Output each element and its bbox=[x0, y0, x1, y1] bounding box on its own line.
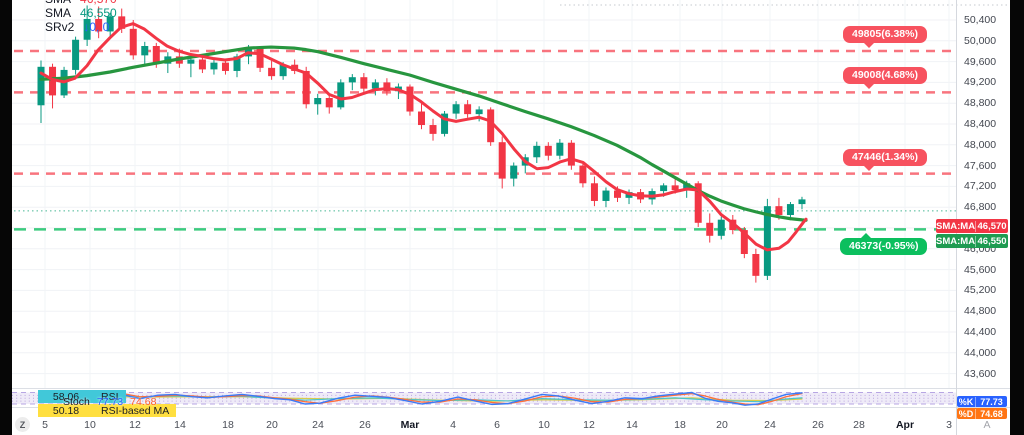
time-tick-label: 4 bbox=[450, 419, 456, 431]
level-label-bubble: 47446(1.34%) bbox=[843, 148, 927, 171]
time-tick-label: 28 bbox=[853, 419, 865, 431]
time-tick-label: 26 bbox=[812, 419, 824, 431]
price-tick-label: 47,600 bbox=[964, 159, 997, 172]
stoch-axis-badge: %D 74.68 bbox=[957, 408, 1007, 419]
price-tick-label: 50,400 bbox=[964, 14, 997, 26]
time-axis-divider bbox=[12, 407, 1010, 408]
price-tick-label: 44,400 bbox=[964, 326, 997, 338]
rsi-value-badge: 58.06 bbox=[38, 390, 94, 403]
level-label-bubble: 49008(4.68%) bbox=[843, 67, 927, 90]
rsi-name-badge: RSI bbox=[94, 390, 126, 403]
legend-indicator-name: SRv2 bbox=[45, 20, 75, 34]
legend-indicator-value: 46,570 bbox=[80, 0, 117, 6]
price-tick-label: 43,600 bbox=[964, 367, 997, 380]
legend-indicator-value: ↓0, 0 bbox=[83, 20, 110, 34]
time-tick-label: 20 bbox=[266, 419, 278, 431]
time-tick-label: 14 bbox=[174, 419, 186, 431]
time-tick-label: 20 bbox=[716, 419, 728, 431]
ma-price-badge: SMA:MA 46,570 bbox=[936, 219, 1008, 233]
time-tick-month: Mar bbox=[400, 419, 420, 431]
rsi-ma-value-badge: 50.18 bbox=[38, 404, 94, 417]
timezone-button[interactable]: Z bbox=[15, 417, 30, 432]
price-tick-label: 49,600 bbox=[964, 55, 997, 68]
price-tick-label: 44,800 bbox=[964, 305, 997, 318]
level-label-bubble: 46373(-0.95%) bbox=[840, 233, 928, 256]
price-tick-label: 48,000 bbox=[964, 138, 997, 151]
price-tick-label: 49,200 bbox=[964, 76, 997, 89]
price-tick-label: 50,000 bbox=[964, 34, 997, 47]
legend-row-sma-slow[interactable]: SMA 46,550 bbox=[45, 7, 117, 20]
stoch-status-row: Stoch 77.73 74.68 bbox=[63, 396, 163, 408]
price-tick-label: 47,200 bbox=[964, 180, 997, 193]
price-tick-label: 48,400 bbox=[964, 118, 997, 130]
legend-indicator-name: SMA bbox=[45, 6, 72, 20]
ma-price-badge: SMA:MA 46,550 bbox=[936, 234, 1008, 248]
time-tick-label: 12 bbox=[583, 419, 595, 431]
time-tick-label: 10 bbox=[84, 419, 96, 431]
level-label-bubble: 49805(6.38%) bbox=[843, 25, 927, 48]
legend-row-sma-fast[interactable]: SMA 46,570 bbox=[45, 0, 117, 6]
time-tick-label: 18 bbox=[222, 419, 234, 431]
stoch-name: Stoch bbox=[63, 396, 90, 408]
price-tick-label: 48,800 bbox=[964, 97, 997, 110]
time-tick-label: 3 bbox=[946, 419, 952, 431]
price-tick-label: 46,800 bbox=[964, 201, 997, 214]
time-tick-label: 14 bbox=[626, 419, 638, 431]
time-tick-label: 18 bbox=[674, 419, 686, 431]
stoch-k-value: 77.73 bbox=[96, 396, 124, 408]
time-tick-month: Apr bbox=[895, 419, 915, 431]
price-axis-divider bbox=[956, 0, 957, 435]
legend-indicator-name: SMA bbox=[45, 0, 71, 6]
time-tick-label: 5 bbox=[42, 419, 48, 431]
time-tick-label: 12 bbox=[129, 419, 141, 431]
time-tick-label: A bbox=[983, 419, 991, 431]
time-tick-label: 26 bbox=[359, 419, 371, 431]
price-tick-label: 45,600 bbox=[964, 263, 997, 276]
price-tick-label: 44,000 bbox=[964, 346, 997, 359]
legend-row-srv2[interactable]: SRv2 ↓0, 0 bbox=[45, 21, 109, 34]
price-tick-label: 45,200 bbox=[964, 284, 997, 297]
time-tick-label: 6 bbox=[494, 419, 500, 431]
stoch-axis-badge: %K 77.73 bbox=[957, 396, 1007, 407]
pane-divider[interactable] bbox=[12, 388, 1010, 389]
rsi-ma-name-badge: RSI-based MA bbox=[94, 404, 177, 417]
stoch-d-value: 74.68 bbox=[130, 396, 157, 408]
time-tick-label: 24 bbox=[764, 419, 776, 431]
legend-indicator-value: 46,550 bbox=[80, 6, 117, 20]
time-tick-label: 10 bbox=[538, 419, 550, 431]
time-tick-label: 24 bbox=[312, 419, 324, 431]
